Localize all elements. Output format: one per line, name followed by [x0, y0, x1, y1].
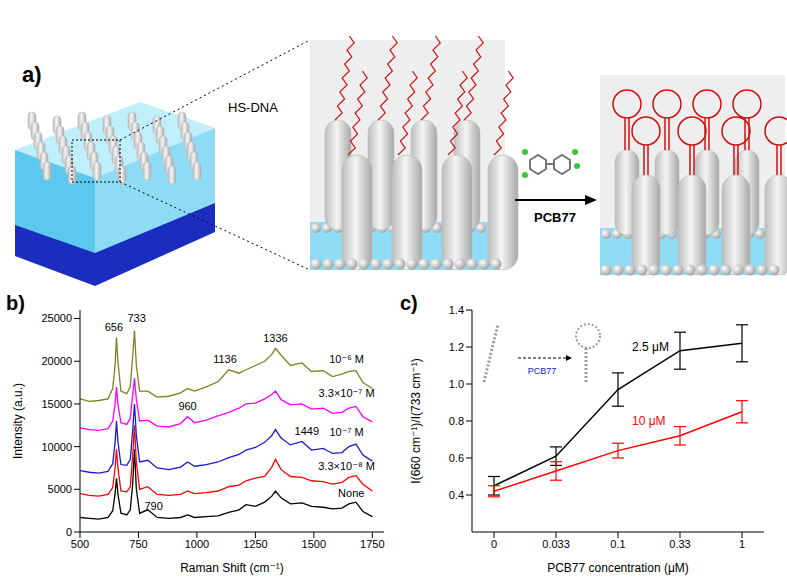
svg-text:None: None — [338, 487, 364, 499]
svg-text:0: 0 — [66, 526, 72, 538]
svg-text:Raman Shift (cm⁻¹): Raman Shift (cm⁻¹) — [180, 561, 284, 575]
svg-text:1.4: 1.4 — [449, 304, 464, 316]
svg-text:3.3×10⁻⁷ M: 3.3×10⁻⁷ M — [319, 387, 375, 399]
svg-text:733: 733 — [127, 312, 145, 324]
svg-text:a): a) — [22, 62, 42, 87]
svg-text:1000: 1000 — [185, 538, 209, 550]
svg-text:Intensity (a.u.): Intensity (a.u.) — [11, 383, 25, 459]
svg-text:0.033: 0.033 — [542, 538, 570, 550]
svg-text:PCB77: PCB77 — [534, 210, 576, 225]
svg-text:0: 0 — [491, 538, 497, 550]
svg-text:HS-DNA: HS-DNA — [228, 100, 278, 115]
svg-text:5000: 5000 — [48, 483, 72, 495]
svg-text:PCB77: PCB77 — [528, 366, 557, 376]
svg-text:2.5 μM: 2.5 μM — [632, 340, 669, 354]
svg-text:0.33: 0.33 — [669, 538, 690, 550]
svg-text:1: 1 — [739, 538, 745, 550]
svg-text:790: 790 — [144, 500, 162, 512]
svg-text:0.1: 0.1 — [610, 538, 625, 550]
html-text:c): c) — [400, 292, 418, 314]
svg-text:1750: 1750 — [360, 538, 384, 550]
svg-text:10⁻⁷ M: 10⁻⁷ M — [329, 426, 363, 438]
svg-text:1136: 1136 — [213, 353, 237, 365]
svg-text:1.0: 1.0 — [449, 378, 464, 390]
svg-text:I(660 cm⁻¹)/I(733 cm⁻¹): I(660 cm⁻¹)/I(733 cm⁻¹) — [409, 358, 423, 483]
svg-text:1500: 1500 — [302, 538, 326, 550]
svg-text:1336: 1336 — [263, 332, 287, 344]
svg-text:656: 656 — [105, 321, 123, 333]
svg-text:10⁻⁶ M: 10⁻⁶ M — [329, 353, 364, 365]
svg-text:3.3×10⁻⁸ M: 3.3×10⁻⁸ M — [318, 460, 375, 472]
svg-text:500: 500 — [71, 538, 89, 550]
svg-text:1250: 1250 — [243, 538, 267, 550]
svg-text:10000: 10000 — [41, 441, 72, 453]
svg-text:0.8: 0.8 — [449, 415, 464, 427]
svg-text:0.4: 0.4 — [449, 489, 464, 501]
svg-text:750: 750 — [129, 538, 147, 550]
svg-text:25000: 25000 — [41, 312, 72, 324]
svg-text:15000: 15000 — [41, 398, 72, 410]
svg-text:960: 960 — [178, 400, 196, 412]
svg-text:1.2: 1.2 — [449, 341, 464, 353]
svg-text:1449: 1449 — [295, 425, 319, 437]
html-text:b): b) — [6, 292, 25, 314]
svg-text:10 μM: 10 μM — [632, 414, 666, 428]
svg-text:0.6: 0.6 — [449, 452, 464, 464]
svg-text:20000: 20000 — [41, 355, 72, 367]
svg-text:PCB77 concentration (μM): PCB77 concentration (μM) — [547, 561, 689, 575]
